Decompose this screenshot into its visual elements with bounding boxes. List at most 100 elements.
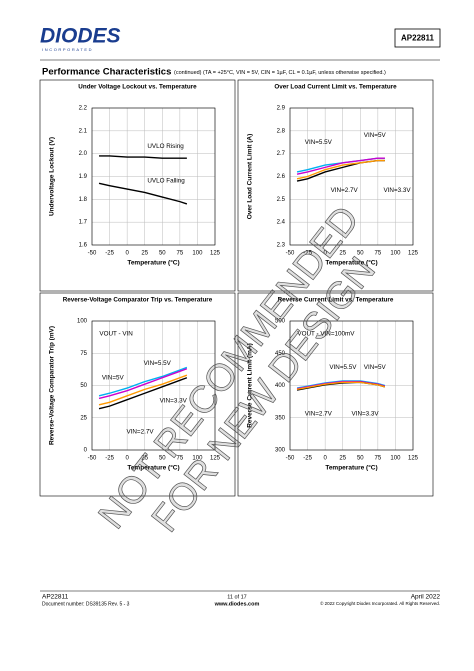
- series-line: [98, 182, 188, 205]
- y-tick-label: 0: [84, 448, 88, 454]
- chart-title: Under Voltage Lockout vs. Temperature: [78, 84, 197, 91]
- watermark-text: NOT RECOMMENDED: [91, 199, 368, 537]
- x-tick-label: -25: [303, 456, 312, 462]
- x-tick-label: 0: [323, 251, 327, 257]
- y-tick-label: 2.5: [277, 197, 286, 203]
- series-line: [296, 157, 385, 175]
- y-tick-label: 1.9: [79, 174, 88, 180]
- footer-date: April 2022: [411, 594, 441, 601]
- x-tick-label: 0: [125, 456, 129, 462]
- series-label: VIN=5V: [102, 374, 125, 381]
- y-tick-label: 2.9: [277, 106, 286, 112]
- y-tick-label: 1.6: [79, 243, 88, 249]
- y-axis-label: Reverse-Voltage Comparator Trip (mV): [49, 326, 56, 445]
- y-tick-label: 1.8: [79, 197, 88, 203]
- x-tick-label: 100: [192, 251, 203, 257]
- annotation: VOUT - VIN=100mV: [297, 331, 355, 338]
- chart-title: Reverse Current Limit vs. Temperature: [278, 297, 394, 304]
- series-label: VIN=3.3V: [383, 187, 411, 194]
- x-tick-label: 75: [177, 251, 184, 257]
- x-tick-label: -50: [88, 456, 97, 462]
- part-number: AP22811: [401, 34, 434, 43]
- x-tick-label: 50: [357, 456, 364, 462]
- annotation: VOUT - VIN: [99, 331, 133, 338]
- y-axis-label: Over Load Current Limit (A): [247, 134, 254, 220]
- y-tick-label: 1.7: [79, 220, 88, 226]
- x-tick-label: -25: [303, 251, 312, 257]
- footer-page: 11 of 17: [227, 594, 246, 600]
- series-label: VIN=5.5V: [144, 360, 172, 367]
- x-tick-label: 0: [323, 456, 327, 462]
- y-tick-label: 500: [275, 319, 286, 325]
- y-tick-label: 2.4: [277, 220, 286, 226]
- y-tick-label: 75: [80, 351, 87, 357]
- series-label: VIN=5V: [364, 132, 387, 139]
- chart-title: Reverse-Voltage Comparator Trip vs. Temp…: [63, 297, 213, 304]
- series-label: VIN=5V: [364, 364, 387, 371]
- x-tick-label: 50: [159, 456, 166, 462]
- section-conditions: (continued) (TA = +25°C, VIN = 5V, CIN =…: [174, 70, 386, 76]
- series-line: [99, 155, 187, 159]
- logo-sub: INCORPORATED: [42, 47, 93, 52]
- x-axis-label: Temperature (°C): [325, 464, 377, 472]
- x-tick-label: 125: [210, 251, 221, 257]
- y-tick-label: 450: [275, 351, 286, 357]
- x-tick-label: 25: [141, 456, 148, 462]
- x-tick-label: 125: [408, 456, 419, 462]
- footer-copyright: © 2022 Copyright Diodes Incorporated. Al…: [320, 600, 440, 606]
- series-label: UVLO Rising: [147, 143, 184, 150]
- x-tick-label: -25: [105, 456, 114, 462]
- y-tick-label: 2.0: [79, 151, 88, 157]
- footer-url: www.diodes.com: [214, 601, 260, 607]
- footer-part: AP22811: [42, 594, 69, 601]
- plot-frame: [91, 107, 216, 246]
- series-label: VIN=2.7V: [126, 429, 154, 436]
- x-axis-label: Temperature (°C): [127, 259, 179, 267]
- x-tick-label: 75: [375, 251, 382, 257]
- chart-frame: [39, 292, 236, 497]
- x-tick-label: 100: [390, 456, 401, 462]
- series-line: [98, 377, 188, 410]
- x-tick-label: 25: [141, 251, 148, 257]
- y-tick-label: 300: [275, 448, 286, 454]
- plot-frame: [91, 320, 216, 451]
- y-tick-label: 50: [80, 383, 87, 389]
- chart-title: Over Load Current Limit vs. Temperature: [274, 84, 397, 91]
- y-tick-label: 2.3: [277, 243, 286, 249]
- series-label: VIN=3.3V: [160, 398, 188, 405]
- y-tick-label: 2.6: [277, 174, 286, 180]
- x-tick-label: 25: [339, 456, 346, 462]
- series-line: [296, 381, 386, 391]
- plot-frame: [289, 320, 414, 451]
- series-line: [98, 366, 188, 397]
- x-tick-label: 125: [210, 456, 221, 462]
- x-tick-label: 100: [390, 251, 401, 257]
- x-tick-label: 25: [339, 251, 346, 257]
- x-tick-label: 50: [159, 251, 166, 257]
- series-label: VIN=2.7V: [331, 187, 359, 194]
- y-tick-label: 400: [275, 383, 286, 389]
- series-line: [98, 374, 188, 406]
- x-axis-label: Temperature (°C): [127, 464, 179, 472]
- chart-frame: [39, 79, 236, 292]
- series-label: VIN=5.5V: [305, 139, 333, 146]
- y-tick-label: 2.2: [79, 106, 88, 112]
- plot-frame: [289, 107, 414, 246]
- series-label: UVLO Falling: [147, 177, 185, 184]
- x-tick-label: 75: [375, 456, 382, 462]
- x-axis-label: Temperature (°C): [325, 259, 377, 267]
- x-tick-label: 75: [177, 456, 184, 462]
- series-line: [98, 368, 188, 400]
- series-label: VIN=5.5V: [329, 364, 357, 371]
- x-tick-label: -50: [88, 251, 97, 257]
- x-tick-label: 50: [357, 251, 364, 257]
- x-tick-label: -50: [286, 251, 295, 257]
- section-title: Performance Characteristics: [42, 67, 171, 78]
- part-box: [394, 28, 441, 48]
- y-tick-label: 350: [275, 415, 286, 421]
- y-tick-label: 25: [80, 415, 87, 421]
- x-tick-label: -50: [286, 456, 295, 462]
- chart-frame: [237, 292, 434, 497]
- y-axis-label: Reverse Current Limit (mA): [247, 343, 254, 428]
- y-tick-label: 2.7: [277, 151, 286, 157]
